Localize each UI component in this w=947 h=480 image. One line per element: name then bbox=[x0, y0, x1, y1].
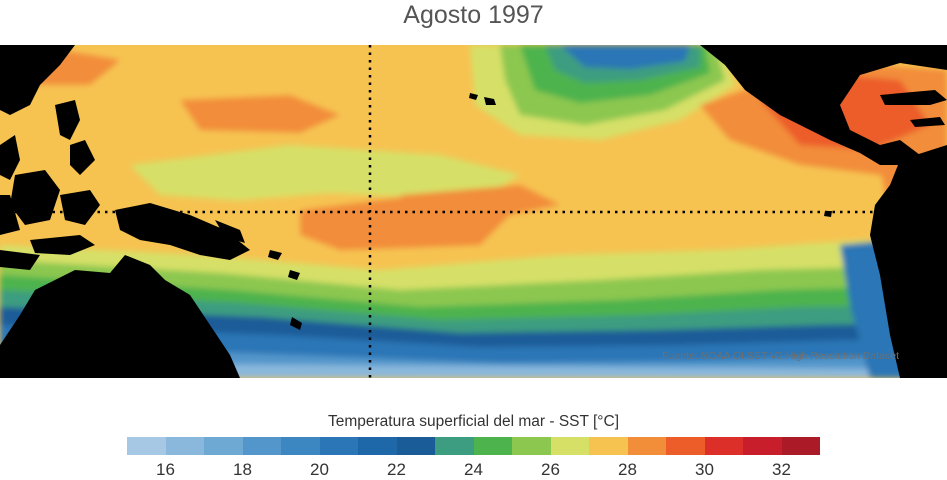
colorbar-bin bbox=[781, 437, 820, 455]
colorbar-tick-label: 26 bbox=[541, 460, 560, 479]
sst-field bbox=[0, 45, 947, 378]
colorbar-bin bbox=[666, 437, 705, 455]
colorbar-tick-label: 32 bbox=[772, 460, 791, 479]
colorbar-bin bbox=[473, 437, 512, 455]
land-masses bbox=[0, 45, 947, 378]
colorbar-bin bbox=[435, 437, 474, 455]
colorbar-bin bbox=[242, 437, 281, 455]
colorbar-bin bbox=[512, 437, 551, 455]
colorbar-tick-labels: 16 18 20 22 24 26 28 30 32 bbox=[127, 460, 820, 480]
colorbar-bin bbox=[743, 437, 782, 455]
colorbar-bin bbox=[204, 437, 243, 455]
colorbar-tick-label: 30 bbox=[695, 460, 714, 479]
sst-map-svg bbox=[0, 45, 947, 378]
colorbar-tick-label: 28 bbox=[618, 460, 637, 479]
sst-map bbox=[0, 45, 947, 378]
source-note: Fuente: NOAA OI SST V2 High Resolution D… bbox=[662, 350, 899, 362]
colorbar-bin bbox=[319, 437, 358, 455]
colorbar-bin bbox=[550, 437, 589, 455]
colorbar-bin bbox=[704, 437, 743, 455]
colorbar-bin bbox=[358, 437, 397, 455]
colorbar-tick-label: 18 bbox=[233, 460, 252, 479]
colorbar-tick-label: 16 bbox=[156, 460, 175, 479]
colorbar-tick-label: 24 bbox=[464, 460, 483, 479]
colorbar-bin bbox=[281, 437, 320, 455]
colorbar-bin bbox=[627, 437, 666, 455]
colorbar-bin bbox=[396, 437, 435, 455]
map-title: Agosto 1997 bbox=[403, 1, 544, 29]
colorbar-bin bbox=[127, 437, 166, 455]
colorbar-bin bbox=[165, 437, 204, 455]
colorbar-title: Temperatura superficial del mar - SST [°… bbox=[327, 413, 620, 430]
colorbar-tick-label: 22 bbox=[387, 460, 406, 479]
colorbar bbox=[127, 437, 820, 455]
colorbar-tick-label: 20 bbox=[310, 460, 329, 479]
colorbar-bin bbox=[589, 437, 628, 455]
